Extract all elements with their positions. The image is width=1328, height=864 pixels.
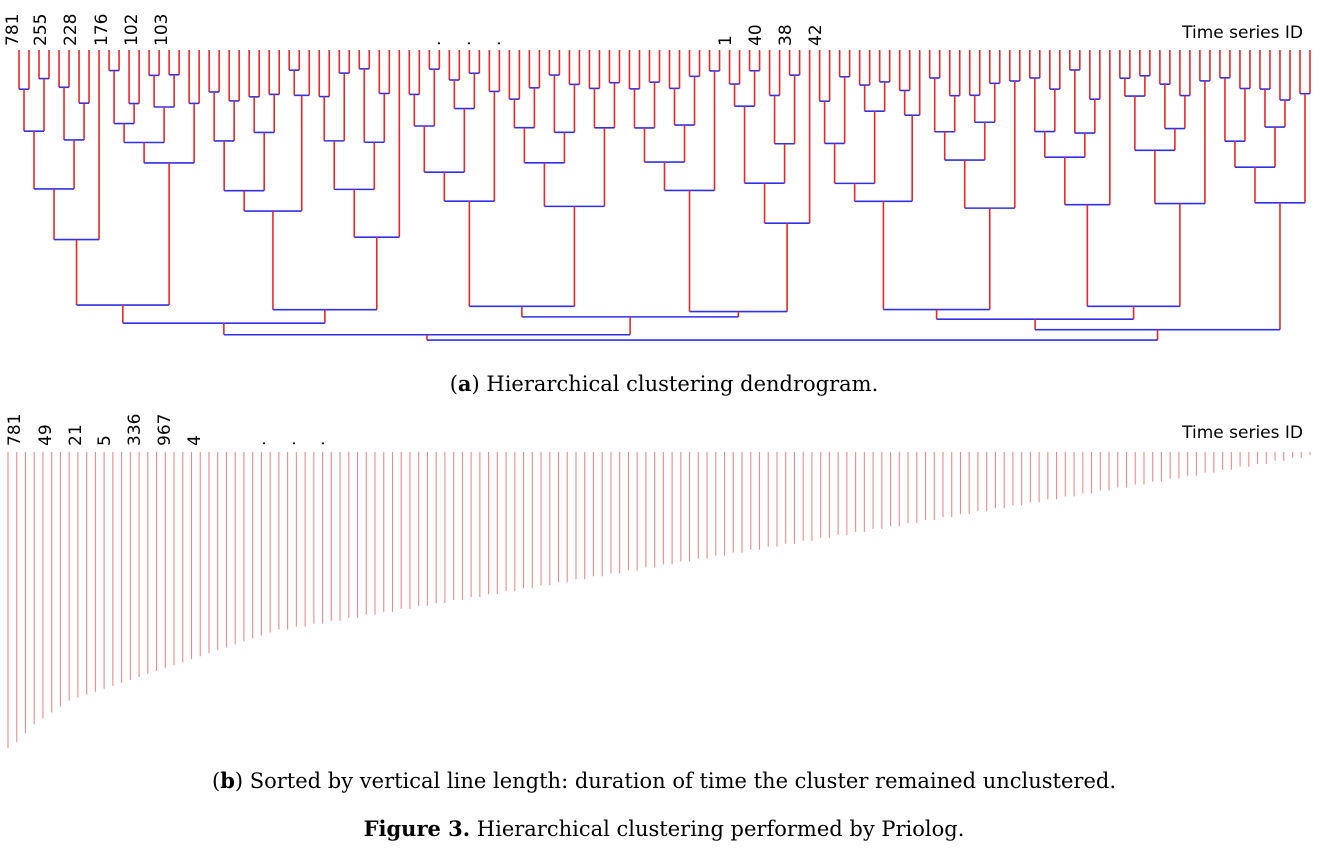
dendrogram-leaf-label: 102 <box>122 14 142 46</box>
caption-b: (b) Sorted by vertical line length: dura… <box>212 768 1116 793</box>
caption-a-text: ) Hierarchical clustering dendrogram. <box>472 372 879 396</box>
caption-b-text: ) Sorted by vertical line length: durati… <box>235 769 1116 793</box>
dendrogram-leaf-label: . <box>455 41 475 46</box>
dendrogram-leaf-label: 176 <box>92 14 112 46</box>
sorted-leaf-label: 5 <box>95 435 115 446</box>
sorted-leaf-labels: 781 49 21 5 336 967 4... <box>5 414 329 446</box>
sorted-line-plot <box>7 452 1311 748</box>
figure-caption-label: Figure 3. <box>364 816 471 841</box>
caption-b-letter: b <box>220 768 235 793</box>
sorted-leaf-label: 336 <box>125 414 145 446</box>
dendrogram-leaf-label: 228 <box>61 14 81 46</box>
dendrogram-axis-label: Time series ID <box>1181 23 1303 43</box>
dendrogram-plot <box>18 50 1311 341</box>
figure-caption: Figure 3. Hierarchical clustering perfor… <box>364 816 965 841</box>
sorted-leaf-label: 4 <box>185 435 205 446</box>
sorted-leaf-label: 21 <box>66 424 86 446</box>
sorted-leaf-label: . <box>250 441 270 446</box>
dendrogram-leaf-labels: 781 255 228 176 102 103... 1 40 38 42 <box>3 14 826 46</box>
sorted-leaf-label: . <box>309 441 329 446</box>
sorted-axis-label: Time series ID <box>1181 423 1303 443</box>
dendrogram-leaf-label: . <box>425 41 445 46</box>
caption-a: (a) Hierarchical clustering dendrogram. <box>450 371 879 396</box>
dendrogram-leaf-label: 103 <box>152 14 172 46</box>
dendrogram-leaf-label: 38 <box>776 24 796 46</box>
dendrogram-leaf-label: 40 <box>746 24 766 46</box>
dendrogram-leaf-label: 255 <box>31 14 51 46</box>
sorted-leaf-label: 781 <box>5 414 25 446</box>
dendrogram-leaf-label: 42 <box>806 24 826 46</box>
caption-a-open: ( <box>450 372 458 396</box>
dendrogram-leaf-label: 1 <box>716 35 736 46</box>
sorted-leaf-label: 967 <box>155 414 175 446</box>
caption-b-open: ( <box>212 769 220 793</box>
sorted-leaf-label: . <box>280 441 300 446</box>
sorted-leaf-label: 49 <box>36 424 56 446</box>
dendrogram-leaf-label: . <box>485 41 505 46</box>
dendrogram-leaf-label: 781 <box>3 14 23 46</box>
caption-a-letter: a <box>458 371 472 396</box>
figure-caption-text: Hierarchical clustering performed by Pri… <box>470 817 964 841</box>
